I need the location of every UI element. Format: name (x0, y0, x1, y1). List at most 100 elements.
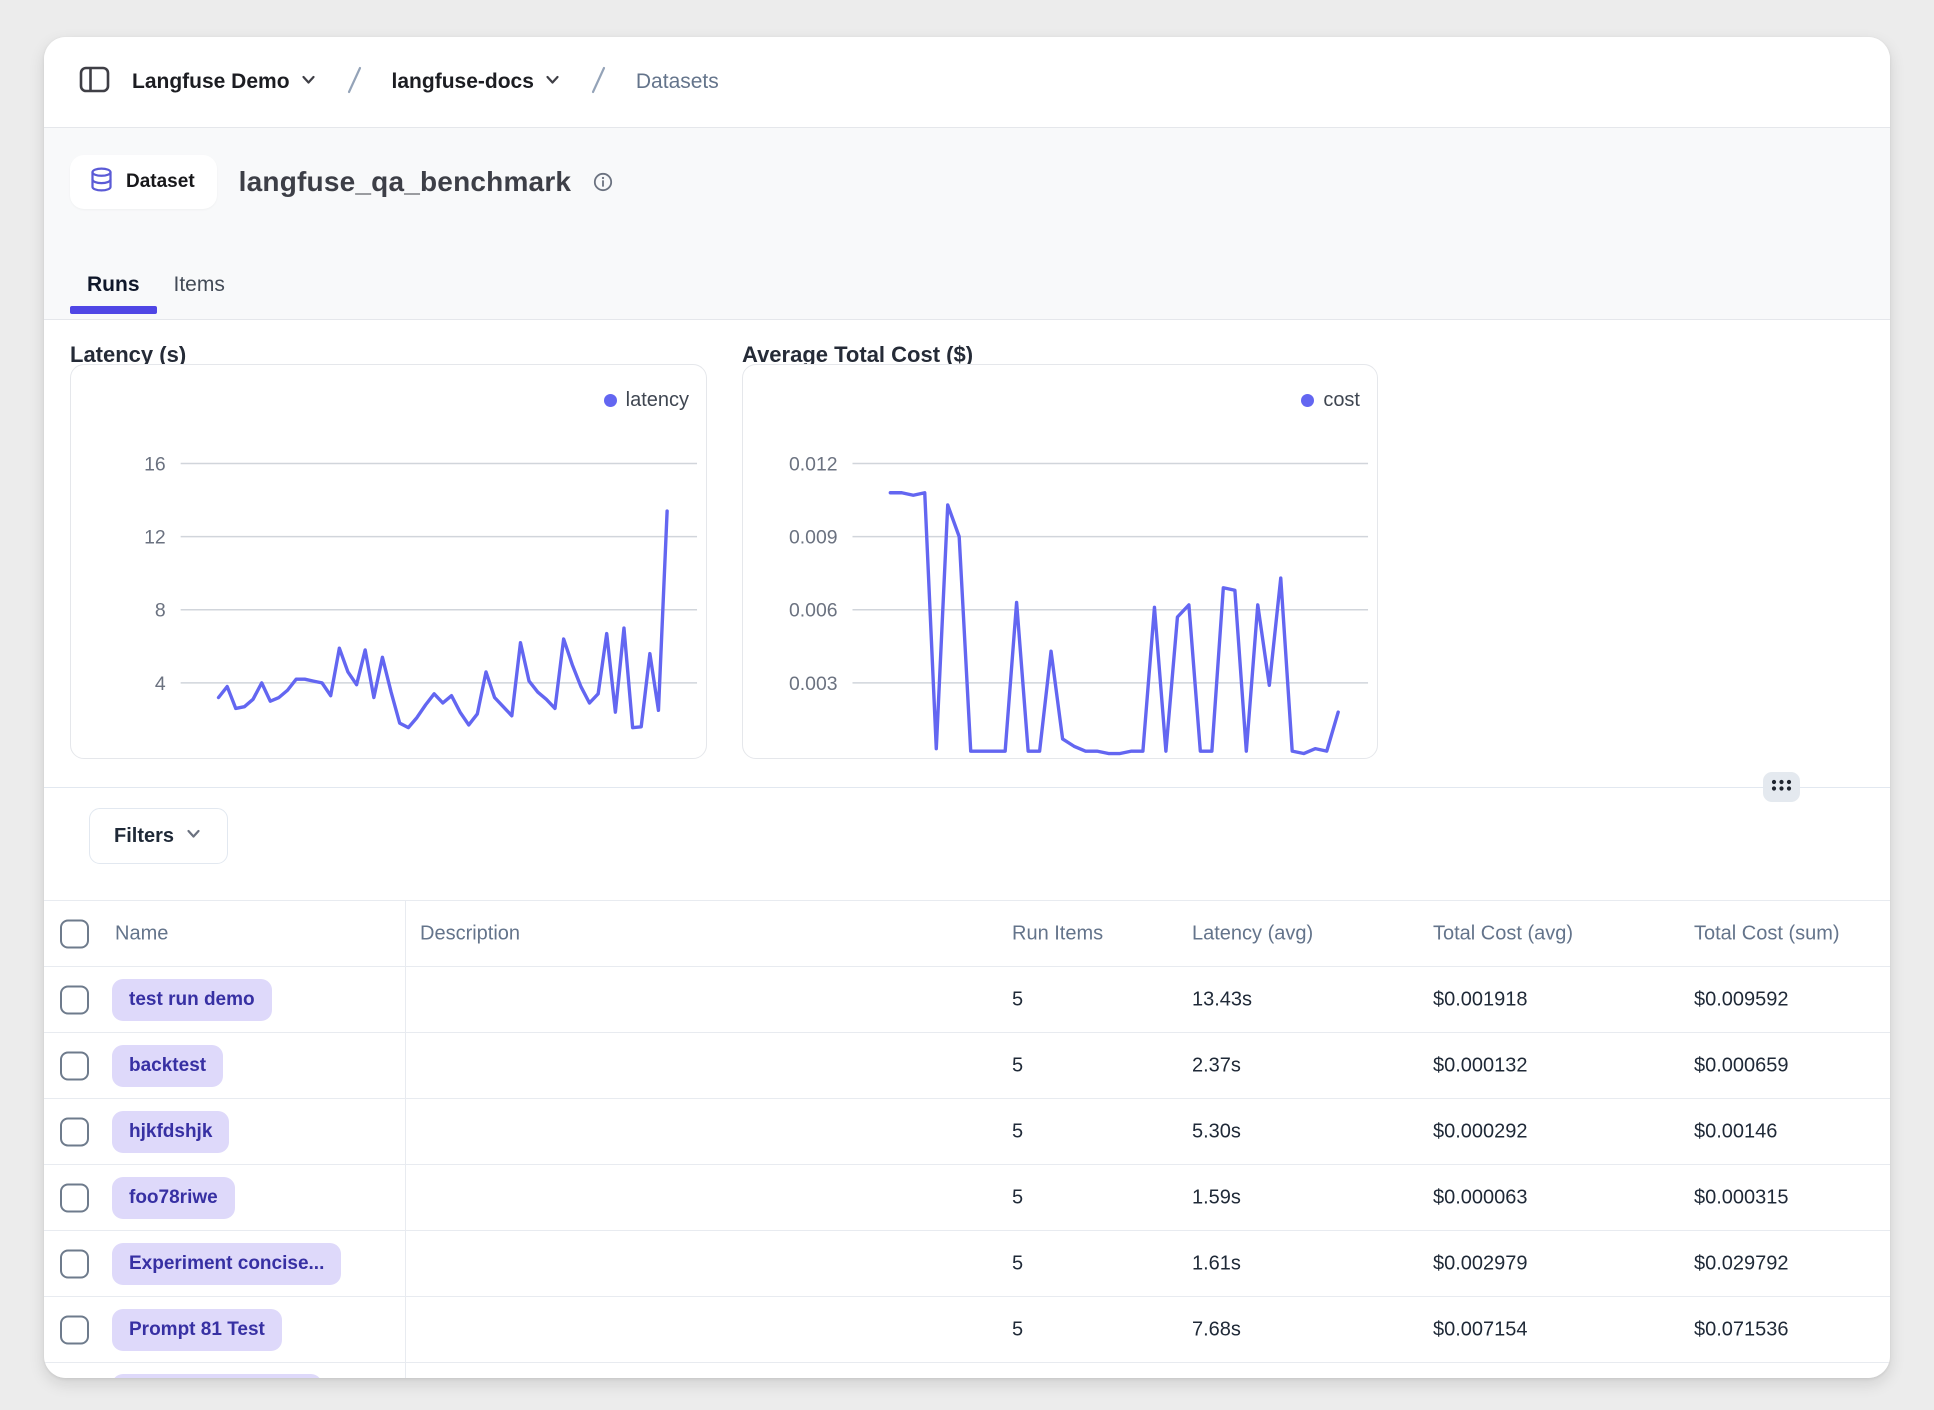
main-card: Langfuse Demo langfuse-docs Datasets Dat… (44, 37, 1890, 1378)
svg-text:0.003: 0.003 (789, 673, 838, 695)
breadcrumb-separator (342, 64, 368, 101)
run-name-badge[interactable]: backtest (112, 1045, 223, 1087)
dataset-badge: Dataset (70, 155, 217, 209)
sidebar-toggle-button[interactable] (74, 62, 114, 102)
project-name: langfuse-docs (392, 70, 534, 94)
total-cost-avg-value: $0.000292 (1433, 1120, 1528, 1143)
column-divider (405, 900, 406, 1378)
run-items-value: 5 (1012, 1318, 1023, 1341)
run-name-badge (112, 1374, 322, 1378)
legend-label: cost (1323, 389, 1360, 412)
chevron-down-icon (543, 70, 562, 95)
legend-label: latency (626, 389, 689, 412)
total-cost-sum-value: $0.009592 (1694, 988, 1789, 1011)
total-cost-sum-value: $0.00146 (1694, 1120, 1777, 1143)
svg-text:0.006: 0.006 (789, 600, 838, 622)
latency-avg-value: 1.61s (1192, 1252, 1241, 1275)
total-cost-avg-value: $0.000063 (1433, 1186, 1528, 1209)
runs-table: Name Description Run Items Latency (avg)… (44, 900, 1890, 1378)
grip-dots-icon (1770, 777, 1793, 798)
filters-label: Filters (114, 825, 174, 848)
row-checkbox[interactable] (60, 1315, 89, 1344)
total-cost-sum-value: $0.000659 (1694, 1054, 1789, 1077)
resize-grip-button[interactable] (1763, 772, 1800, 802)
table-header-row: Name Description Run Items Latency (avg)… (44, 901, 1890, 967)
latency-avg-value: 2.37s (1192, 1054, 1241, 1077)
run-name-badge[interactable]: Experiment concise... (112, 1243, 341, 1285)
table-row[interactable]: foo78riwe 5 1.59s $0.000063 $0.000315 (44, 1165, 1890, 1231)
info-icon[interactable] (593, 172, 613, 192)
column-header-name[interactable]: Name (115, 922, 168, 945)
breadcrumb-page: Datasets (636, 70, 719, 94)
svg-text:0.012: 0.012 (789, 453, 838, 475)
row-checkbox[interactable] (60, 1051, 89, 1080)
run-items-value: 5 (1012, 1054, 1023, 1077)
cost-line-plot: 0.012 0.009 0.006 0.003 (743, 365, 1377, 758)
table-row[interactable]: Experiment concise... 5 1.61s $0.002979 $0.0… (44, 1231, 1890, 1297)
total-cost-sum-value: $0.071536 (1694, 1318, 1789, 1341)
run-items-value: 5 (1012, 988, 1023, 1011)
cost-chart: 0.012 0.009 0.006 0.003 cost (742, 364, 1378, 759)
run-name-badge[interactable]: test run demo (112, 979, 272, 1021)
tabs: Runs Items (70, 273, 242, 319)
total-cost-sum-value: $0.029792 (1694, 1252, 1789, 1275)
svg-text:16: 16 (144, 453, 166, 475)
column-header-total-cost-sum[interactable]: Total Cost (sum) (1694, 922, 1840, 945)
column-header-latency-avg[interactable]: Latency (avg) (1192, 922, 1313, 945)
select-all-checkbox[interactable] (60, 919, 89, 948)
latency-avg-value: 13.43s (1192, 988, 1252, 1011)
table-row[interactable]: test run demo 5 13.43s $0.001918 $0.009592 (44, 967, 1890, 1033)
latency-chart: 16 12 8 4 latency (70, 364, 707, 759)
dataset-badge-label: Dataset (126, 171, 195, 193)
column-header-run-items[interactable]: Run Items (1012, 922, 1103, 945)
legend-dot-icon (1301, 394, 1314, 407)
total-cost-avg-value: $0.000132 (1433, 1054, 1528, 1077)
dataset-header: Dataset langfuse_qa_benchmark Runs Items (44, 128, 1890, 320)
latency-legend: latency (604, 389, 689, 412)
section-divider (44, 787, 1890, 788)
total-cost-avg-value: $0.002979 (1433, 1252, 1528, 1275)
total-cost-sum-value: $0.000315 (1694, 1186, 1789, 1209)
column-header-description[interactable]: Description (420, 922, 520, 945)
column-header-total-cost-avg[interactable]: Total Cost (avg) (1433, 922, 1573, 945)
total-cost-avg-value: $0.001918 (1433, 988, 1528, 1011)
table-row[interactable]: backtest 5 2.37s $0.000132 $0.000659 (44, 1033, 1890, 1099)
page-title: langfuse_qa_benchmark (239, 166, 572, 198)
table-row-partial (44, 1363, 1890, 1378)
run-items-value: 5 (1012, 1252, 1023, 1275)
total-cost-avg-value: $0.007154 (1433, 1318, 1528, 1341)
svg-text:12: 12 (144, 527, 166, 549)
table-row[interactable]: hjkfdshjk 5 5.30s $0.000292 $0.00146 (44, 1099, 1890, 1165)
breadcrumb-org-dropdown[interactable]: Langfuse Demo (132, 70, 318, 95)
cost-legend: cost (1301, 389, 1360, 412)
svg-text:8: 8 (155, 600, 166, 622)
latency-line-plot: 16 12 8 4 (71, 365, 706, 758)
tab-items[interactable]: Items (157, 273, 242, 319)
latency-avg-value: 1.59s (1192, 1186, 1241, 1209)
row-checkbox[interactable] (60, 1183, 89, 1212)
run-name-badge[interactable]: hjkfdshjk (112, 1111, 229, 1153)
chevron-down-icon (299, 70, 318, 95)
svg-text:0.009: 0.009 (789, 527, 838, 549)
run-name-badge[interactable]: foo78riwe (112, 1177, 235, 1219)
table-body: test run demo 5 13.43s $0.001918 $0.009592 ba… (44, 967, 1890, 1363)
legend-dot-icon (604, 394, 617, 407)
breadcrumb-project-dropdown[interactable]: langfuse-docs (392, 70, 562, 95)
breadcrumb: Langfuse Demo langfuse-docs Datasets (44, 37, 1890, 128)
latency-avg-value: 5.30s (1192, 1120, 1241, 1143)
svg-text:4: 4 (155, 673, 166, 695)
row-checkbox[interactable] (60, 985, 89, 1014)
run-items-value: 5 (1012, 1120, 1023, 1143)
latency-avg-value: 7.68s (1192, 1318, 1241, 1341)
run-items-value: 5 (1012, 1186, 1023, 1209)
row-checkbox[interactable] (60, 1249, 89, 1278)
chevron-down-icon (184, 824, 203, 849)
database-icon (88, 166, 115, 199)
org-name: Langfuse Demo (132, 70, 290, 94)
tab-runs[interactable]: Runs (70, 273, 157, 319)
panel-left-icon (78, 63, 111, 101)
row-checkbox[interactable] (60, 1117, 89, 1146)
filters-button[interactable]: Filters (89, 808, 228, 864)
run-name-badge[interactable]: Prompt 81 Test (112, 1309, 282, 1351)
table-row[interactable]: Prompt 81 Test 5 7.68s $0.007154 $0.071536 (44, 1297, 1890, 1363)
